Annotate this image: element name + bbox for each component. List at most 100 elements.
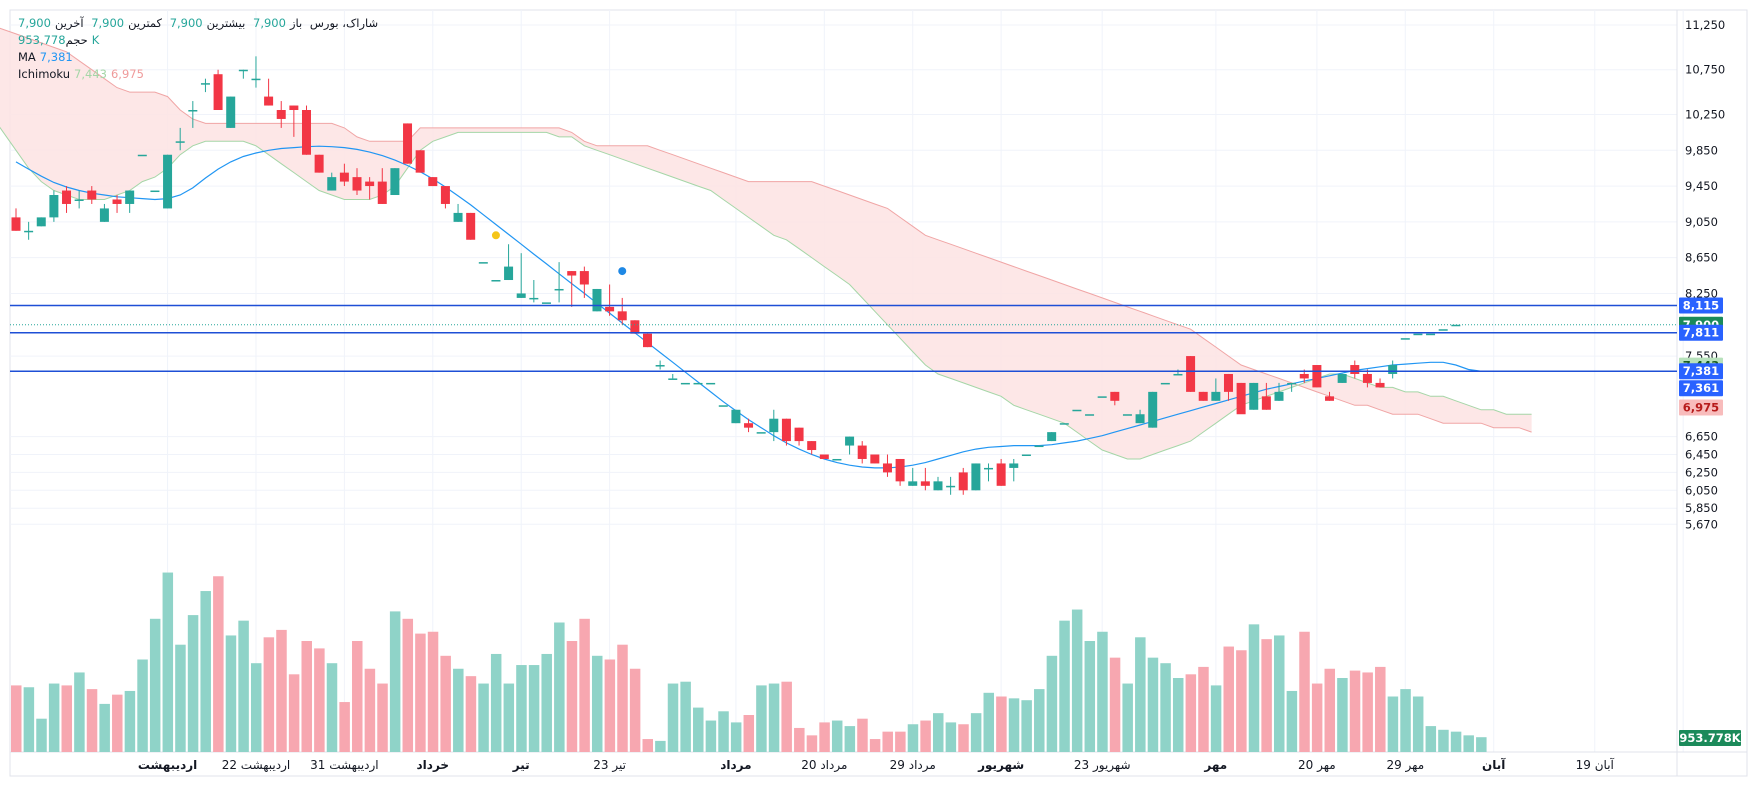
candle-body[interactable]: [504, 266, 514, 281]
candle-body[interactable]: [163, 154, 173, 209]
candle-body[interactable]: [1274, 391, 1284, 401]
candle-body[interactable]: [845, 436, 855, 446]
candle-body[interactable]: [403, 123, 413, 164]
candle-body[interactable]: [11, 217, 21, 231]
candle-body[interactable]: [1325, 396, 1335, 401]
candle-body[interactable]: [377, 181, 387, 204]
candle-body[interactable]: [1009, 463, 1019, 468]
candle-body[interactable]: [1261, 396, 1271, 410]
candle-body[interactable]: [744, 423, 754, 428]
candle-body[interactable]: [188, 110, 198, 112]
candle-body[interactable]: [87, 190, 97, 200]
candle-body[interactable]: [592, 288, 602, 312]
event-marker[interactable]: [490, 230, 501, 241]
candle-body[interactable]: [655, 365, 665, 367]
candle-body[interactable]: [1388, 365, 1398, 374]
candle-body[interactable]: [24, 230, 34, 233]
candle-body[interactable]: [175, 141, 185, 143]
candle-body[interactable]: [1337, 373, 1347, 383]
candle-body[interactable]: [1173, 373, 1183, 376]
candle-body[interactable]: [478, 262, 488, 264]
candle-body[interactable]: [1198, 391, 1208, 401]
candle-body[interactable]: [1135, 414, 1145, 424]
candle-body[interactable]: [415, 150, 425, 173]
candle-body[interactable]: [49, 195, 59, 218]
candle-body[interactable]: [339, 172, 349, 182]
candle-body[interactable]: [567, 271, 577, 276]
candle-body[interactable]: [1249, 382, 1259, 410]
candle-body[interactable]: [1236, 382, 1246, 415]
candle-body[interactable]: [125, 190, 135, 204]
candle-body[interactable]: [1110, 391, 1120, 401]
legend-ma-label[interactable]: MA: [18, 50, 36, 64]
candle-body[interactable]: [731, 409, 741, 424]
candle-body[interactable]: [781, 418, 791, 442]
candle-body[interactable]: [680, 382, 690, 385]
candle-body[interactable]: [946, 485, 956, 488]
candle-body[interactable]: [327, 177, 337, 191]
legend-symbol[interactable]: شاراک، بورس: [309, 16, 379, 30]
candle-body[interactable]: [466, 212, 476, 240]
candle-body[interactable]: [36, 217, 46, 227]
candle-body[interactable]: [769, 418, 779, 433]
candle-body[interactable]: [794, 427, 804, 442]
candle-body[interactable]: [1097, 396, 1107, 398]
candle-body[interactable]: [365, 181, 375, 187]
candle-body[interactable]: [1186, 356, 1196, 392]
candle-body[interactable]: [1438, 329, 1448, 331]
candle-body[interactable]: [756, 432, 766, 434]
candle-body[interactable]: [984, 467, 994, 470]
candle-body[interactable]: [150, 190, 160, 193]
candle-body[interactable]: [908, 481, 918, 486]
candle-body[interactable]: [112, 199, 122, 204]
candle-body[interactable]: [1413, 333, 1423, 336]
candle-body[interactable]: [857, 445, 867, 459]
candle-body[interactable]: [643, 333, 652, 348]
candle-body[interactable]: [74, 199, 84, 201]
candle-body[interactable]: [1223, 373, 1233, 392]
candle-body[interactable]: [1122, 414, 1132, 416]
candle-body[interactable]: [428, 177, 438, 187]
candle-body[interactable]: [971, 463, 981, 491]
candle-body[interactable]: [352, 177, 362, 191]
candle-body[interactable]: [1287, 382, 1297, 385]
candle-body[interactable]: [516, 293, 526, 298]
candle-body[interactable]: [1299, 373, 1309, 379]
candle-body[interactable]: [276, 110, 286, 119]
candle-body[interactable]: [251, 78, 261, 81]
candle-body[interactable]: [99, 208, 109, 222]
candle-body[interactable]: [668, 378, 678, 380]
candle-body[interactable]: [1059, 423, 1069, 425]
candle-body[interactable]: [1211, 391, 1221, 401]
candle-body[interactable]: [213, 74, 223, 111]
candle-body[interactable]: [1426, 333, 1436, 336]
candle-body[interactable]: [819, 454, 829, 459]
candle-body[interactable]: [605, 306, 615, 312]
candle-body[interactable]: [440, 186, 450, 204]
candle-body[interactable]: [958, 472, 968, 491]
candle-body[interactable]: [693, 382, 703, 385]
candle-body[interactable]: [1375, 382, 1385, 388]
candle-body[interactable]: [1072, 409, 1082, 412]
candle-body[interactable]: [453, 212, 463, 222]
candle-body[interactable]: [226, 96, 236, 128]
legend-volume-label[interactable]: حجم: [65, 33, 88, 47]
candle-body[interactable]: [301, 110, 311, 155]
candle-body[interactable]: [62, 190, 72, 204]
candle-body[interactable]: [137, 154, 147, 157]
candle-body[interactable]: [933, 481, 943, 491]
candle-body[interactable]: [1034, 445, 1044, 448]
candle-body[interactable]: [579, 271, 589, 285]
candle-body[interactable]: [870, 454, 880, 464]
candle-body[interactable]: [1021, 454, 1031, 457]
legend-ichimoku-label[interactable]: Ichimoku: [18, 67, 71, 81]
candle-body[interactable]: [1085, 414, 1095, 416]
candle-body[interactable]: [895, 458, 905, 482]
candle-body[interactable]: [1350, 365, 1360, 374]
candle-body[interactable]: [706, 382, 716, 385]
event-marker[interactable]: [617, 266, 628, 277]
candle-body[interactable]: [718, 405, 728, 407]
candle-body[interactable]: [617, 311, 627, 321]
